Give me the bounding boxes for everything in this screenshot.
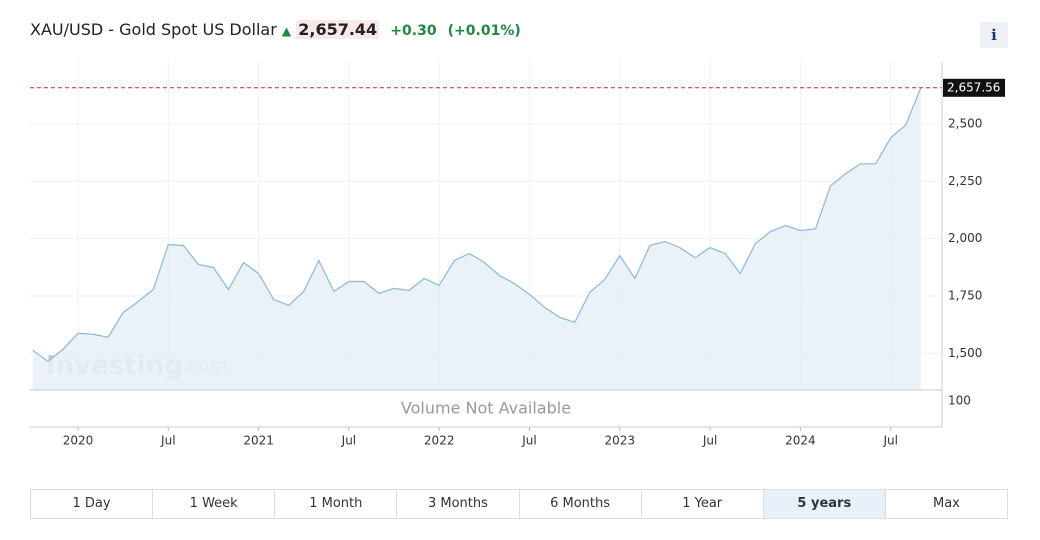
range-buttons: 1 Day 1 Week 1 Month 3 Months 6 Months 1 Year… [30, 489, 1008, 519]
info-button[interactable]: i [980, 22, 1008, 48]
x-tick-label: Jul [882, 434, 897, 448]
range-button[interactable]: 3 Months [397, 490, 520, 518]
price-line [32, 87, 922, 363]
x-tick-label: Jul [341, 434, 356, 448]
change-pct: (+0.01%) [447, 23, 521, 39]
x-tick-label: 2020 [63, 434, 94, 448]
volume-message: Volume Not Available [401, 399, 571, 418]
x-tick-label: Jul [702, 434, 717, 448]
area [32, 87, 921, 391]
x-tick-label: Jul [521, 434, 536, 448]
y-tick-label: 2,500 [948, 116, 982, 130]
up-arrow: ▲ [281, 24, 292, 38]
volume-tick: 100 [948, 394, 971, 408]
x-tick-label: 2021 [243, 434, 274, 448]
range-button[interactable]: 1 Week [153, 490, 276, 518]
y-tick-label: 1,750 [948, 288, 982, 302]
range-button[interactable]: 6 Months [520, 490, 642, 518]
range-button[interactable]: 1 Year [642, 490, 764, 518]
x-tick-label: 2024 [785, 434, 816, 448]
y-tick-label: 2,000 [948, 231, 982, 245]
x-tick-label: Jul [160, 434, 175, 448]
y-tick-label: 1,500 [948, 346, 982, 360]
y-tick-label: 2,250 [948, 174, 982, 188]
x-tick-label: 2022 [424, 434, 455, 448]
header: XAU/USD - Gold Spot US Dollar ▲ 2,657.44… [30, 20, 521, 39]
title: XAU/USD - Gold Spot US Dollar [30, 20, 277, 39]
x-tick-label: 2023 [605, 434, 636, 448]
range-button[interactable]: 1 Month [275, 490, 398, 518]
change: +0.30 [390, 23, 437, 39]
range-button[interactable]: Max [932, 496, 960, 511]
last-price-box [943, 78, 1005, 97]
chart: 1,500 1,750 2,000 2,250 2,500 2020 Jul 2021 Jul 2… [30, 62, 1005, 448]
last-price-label: 2,657.56 [947, 80, 1000, 94]
range-button[interactable]: 5 years [763, 490, 886, 518]
price: 2,657.44 [296, 20, 380, 39]
range-button[interactable]: 1 Day [31, 490, 154, 518]
